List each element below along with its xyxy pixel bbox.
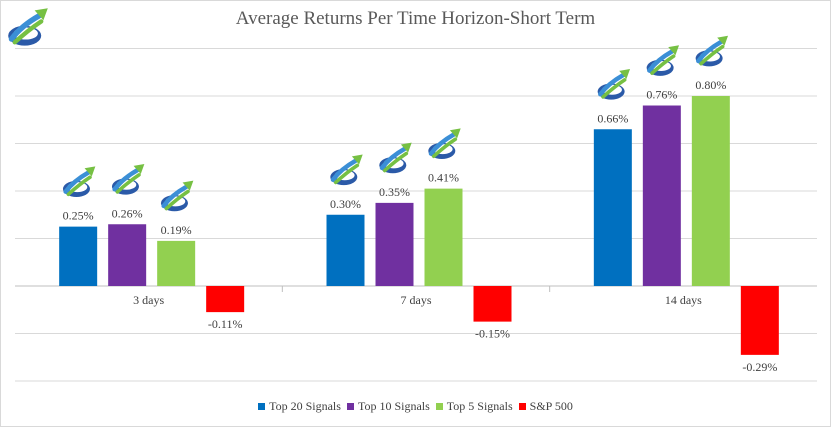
growth-arrow-logo-icon: [8, 8, 48, 45]
grid-lines: [15, 48, 817, 382]
legend-swatch: [258, 403, 266, 410]
data-label: 0.80%: [695, 78, 726, 92]
bar: [473, 286, 512, 322]
category-label: 7 days: [401, 293, 432, 307]
bar: [326, 214, 365, 286]
data-label: 0.76%: [646, 88, 677, 102]
legend-label: S&P 500: [529, 399, 573, 413]
growth-arrow-logo-icon: [112, 164, 144, 195]
legend-swatch: [518, 403, 526, 410]
data-label: 0.25%: [63, 209, 94, 223]
data-labels: 0.25% 0.26% 0.19% -0.11% 0.30% 0.35% 0.41% -0.1…: [63, 78, 778, 374]
category-label: 3 days: [133, 293, 164, 307]
growth-arrow-logo-icon: [63, 166, 95, 197]
bar: [206, 286, 245, 313]
data-label: 0.30%: [330, 197, 361, 211]
data-label: -0.29%: [742, 360, 777, 374]
data-label: 0.41%: [428, 171, 459, 185]
bar: [108, 224, 147, 286]
legend-swatch: [435, 403, 443, 410]
legend-swatch: [346, 403, 354, 410]
legend-item: Top 5 Signals: [435, 399, 513, 414]
data-label: 0.66%: [597, 111, 628, 125]
data-label: -0.15%: [475, 327, 510, 341]
bar: [157, 240, 196, 286]
growth-arrow-logo-icon: [330, 155, 362, 186]
growth-arrow-logo-icon: [598, 69, 630, 100]
growth-arrow-logo-icon: [161, 181, 193, 212]
legend-item: Top 10 Signals: [346, 399, 430, 414]
category-label: 14 days: [665, 293, 702, 307]
data-label: -0.11%: [208, 317, 243, 331]
bars: [59, 96, 779, 355]
data-label: 0.35%: [379, 185, 410, 199]
legend: Top 20 Signals Top 10 Signals Top 5 Signal…: [0, 399, 831, 414]
bar: [593, 129, 632, 286]
legend-item: S&P 500: [518, 399, 573, 414]
legend-label: Top 20 Signals: [269, 399, 341, 413]
growth-arrow-logo-icon: [647, 45, 679, 76]
chart-title: Average Returns Per Time Horizon-Short T…: [235, 8, 596, 29]
data-label: 0.19%: [161, 223, 192, 237]
legend-item: Top 20 Signals: [258, 399, 341, 414]
bar: [642, 105, 681, 286]
bar: [375, 202, 414, 286]
data-label: 0.26%: [112, 206, 143, 220]
bar: [691, 96, 730, 286]
bar: [740, 286, 779, 355]
legend-label: Top 10 Signals: [357, 399, 430, 413]
growth-arrow-logo-icon: [696, 36, 728, 67]
category-labels: 3 days 7 days 14 days: [133, 293, 702, 307]
growth-arrow-logo-icon: [379, 143, 411, 174]
bar: [59, 226, 98, 286]
legend-label: Top 5 Signals: [446, 399, 513, 413]
bar: [424, 188, 463, 286]
